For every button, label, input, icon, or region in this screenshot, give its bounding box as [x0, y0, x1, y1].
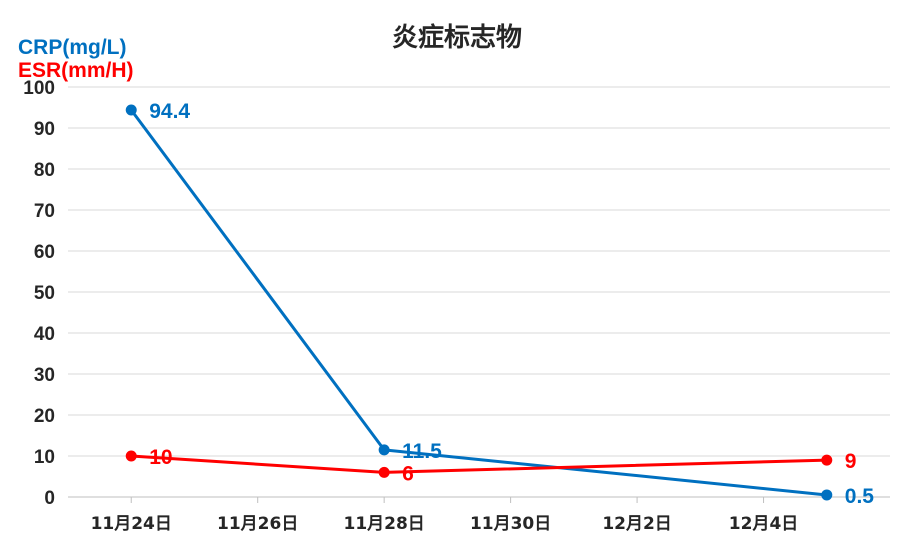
data-label-1-0: 10	[149, 446, 172, 469]
y-tick-label-30: 30	[34, 365, 55, 386]
y-tick-label-40: 40	[34, 324, 55, 345]
x-tick-label-3: 11月30日	[470, 514, 551, 534]
y-tick-label-10: 10	[34, 447, 55, 468]
chart-title: 炎症标志物	[392, 22, 522, 53]
data-label-0-1: 11.5	[402, 440, 442, 463]
series-line-0	[130, 109, 827, 497]
data-point-0-1	[378, 444, 390, 456]
data-point-1-1	[378, 466, 390, 478]
series: 94.4 11.5 0.5 10 6 9	[125, 100, 875, 508]
legend: CRP(mg/L)ESR(mm/H)	[18, 36, 134, 82]
x-axis: 11月24日 11月26日 11月28日 11月30日 12月2日 12月4日	[68, 496, 890, 534]
series-0: 94.4 11.5 0.5	[125, 100, 875, 508]
x-tick-label-2: 11月28日	[343, 514, 424, 534]
y-tick-label-80: 80	[34, 160, 55, 181]
y-tick-label-60: 60	[34, 242, 55, 263]
y-tick-label-20: 20	[34, 406, 55, 427]
series-1: 10 6 9	[125, 446, 857, 485]
gridlines	[68, 86, 890, 457]
data-point-1-0	[125, 450, 137, 462]
data-point-0-2	[821, 489, 833, 501]
x-tick-label-0: 11月24日	[91, 514, 172, 534]
legend-entry-1: ESR(mm/H)	[18, 59, 134, 82]
y-tick-label-50: 50	[34, 283, 55, 304]
y-axis: 0 10 20 30 40 50 60 70 80 90 100	[23, 78, 55, 509]
data-label-0-0: 94.4	[149, 100, 190, 123]
y-tick-label-100: 100	[23, 78, 55, 99]
x-tick-label-1: 11月26日	[217, 514, 298, 534]
y-tick-label-0: 0	[44, 488, 55, 509]
y-tick-label-90: 90	[34, 119, 55, 140]
data-point-0-0	[125, 104, 137, 116]
data-label-1-1: 6	[402, 462, 414, 485]
data-point-1-2	[821, 454, 833, 466]
data-label-0-2: 0.5	[845, 485, 875, 508]
y-tick-label-70: 70	[34, 201, 55, 222]
x-tick-label-4: 12月2日	[602, 514, 672, 534]
x-tick-label-5: 12月4日	[729, 514, 799, 534]
data-label-1-2: 9	[845, 450, 857, 473]
legend-entry-0: CRP(mg/L)	[18, 36, 127, 59]
